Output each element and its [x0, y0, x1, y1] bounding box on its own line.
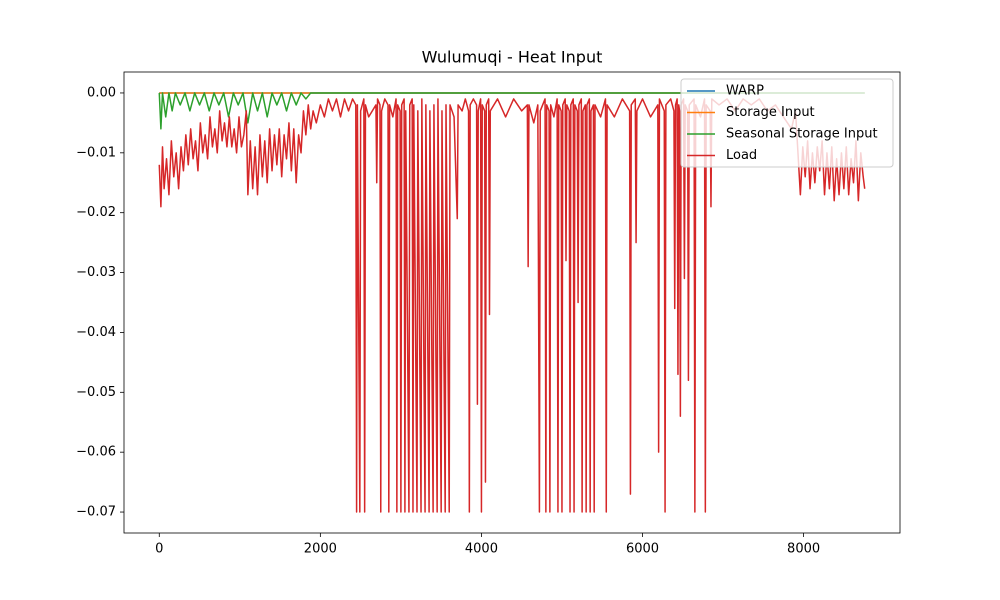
- y-tick-label: −0.01: [76, 145, 116, 160]
- legend-label: WARP: [726, 84, 764, 99]
- plot-frame: [123, 71, 901, 534]
- chart-title: Wulumuqi - Heat Input: [422, 48, 603, 67]
- y-tick-label: −0.03: [76, 265, 116, 280]
- legend-label: Load: [726, 148, 757, 163]
- x-tick-label: 4000: [465, 542, 498, 557]
- series-line: [158, 92, 865, 130]
- y-tick-label: 0.00: [87, 85, 116, 100]
- x-tick-label: 8000: [787, 542, 820, 557]
- y-tick-label: −0.05: [76, 385, 116, 400]
- legend: WARP Storage Input Seasonal Storage Input L…: [680, 78, 894, 168]
- x-tick-label: 2000: [304, 542, 337, 557]
- y-tick-label: −0.02: [76, 205, 116, 220]
- y-tick-label: −0.04: [76, 325, 116, 340]
- legend-label: Seasonal Storage Input: [726, 127, 878, 142]
- y-tick-label: −0.06: [76, 445, 116, 460]
- x-tick-label: 0: [155, 542, 163, 557]
- legend-box: [680, 78, 894, 168]
- legend-label: Storage Input: [726, 105, 815, 120]
- y-tick-label: −0.07: [76, 505, 116, 520]
- x-tick-label: 6000: [626, 542, 659, 557]
